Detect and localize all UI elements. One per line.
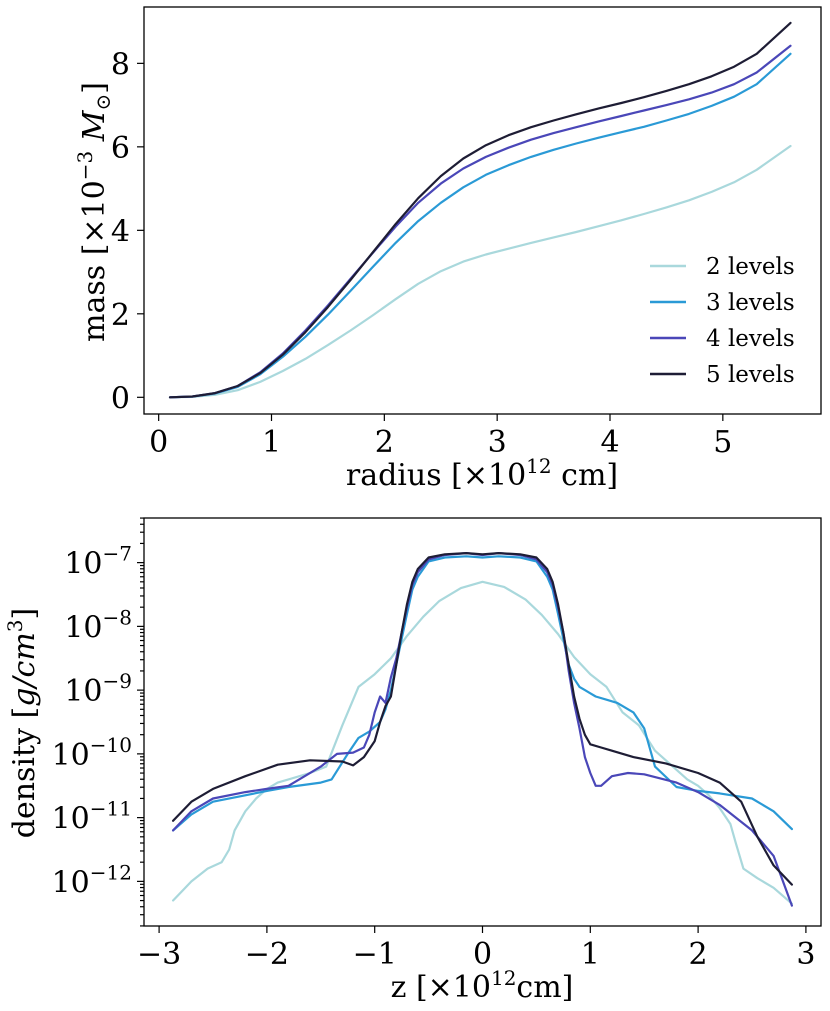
bottom-x-tick-label: 3 (796, 937, 815, 972)
bottom-x-tick-label: −1 (353, 937, 397, 972)
bottom-y-tick-label: 10−7 (64, 542, 132, 582)
bottom-y-tick-label: 10−10 (52, 733, 132, 773)
bottom-x-tick-label: −2 (245, 937, 289, 972)
legend-label-4-levels: 4 levels (706, 326, 795, 352)
bottom-x-tick-label: 1 (581, 937, 600, 972)
legend-label-5-levels: 5 levels (706, 362, 795, 388)
top-series-group (168, 21, 792, 399)
bottom-plot-frame (143, 517, 822, 927)
density-z-panel: −3 −2 −1 0 1 2 3 10−12 10−11 10−10 10−9 10−8 10−7 z … (3, 517, 822, 1005)
top-y-axis-title: mass [×10−3 M⊙] (73, 82, 115, 342)
bottom-x-tick-label: −3 (137, 937, 181, 972)
top-ticks: 0 1 2 3 4 5 0 2 4 6 8 (111, 47, 732, 460)
top-plot-frame (143, 6, 822, 415)
bottom-y-axis-title: density [g/cm3] (3, 608, 42, 839)
bottom-series-4-levels (172, 551, 794, 907)
top-x-axis-title: radius [×1012 cm] (346, 454, 618, 493)
top-x-tick-label: 4 (600, 425, 619, 460)
top-series-5-levels (168, 21, 792, 399)
bottom-x-tick-label: 0 (473, 937, 492, 972)
bottom-y-tick-label: 10−8 (64, 605, 132, 645)
bottom-series-group (172, 551, 794, 907)
top-series-3-levels (168, 52, 792, 399)
bottom-ticks: −3 −2 −1 0 1 2 3 10−12 10−11 10−10 10−9 10−8 10−7 (52, 517, 815, 972)
top-x-tick-label: 5 (713, 425, 732, 460)
bottom-series-5-levels (172, 551, 794, 886)
bottom-x-tick-label: 2 (689, 937, 708, 972)
top-series-2-levels (168, 144, 792, 399)
mass-radius-panel: 0 1 2 3 4 5 0 2 4 6 8 2 levels 3 levels 4 levels 5 le… (73, 6, 822, 493)
bottom-series-2-levels (172, 580, 794, 905)
top-x-tick-label: 1 (262, 425, 281, 460)
top-series-4-levels (168, 44, 792, 399)
bottom-y-tick-label: 10−12 (52, 860, 132, 900)
legend: 2 levels 3 levels 4 levels 5 levels (650, 254, 795, 388)
top-y-tick-label: 0 (111, 381, 130, 416)
top-x-tick-label: 2 (375, 425, 394, 460)
top-y-tick-label: 2 (111, 298, 130, 333)
top-y-tick-label: 4 (111, 214, 130, 249)
top-y-tick-label: 6 (111, 131, 130, 166)
legend-label-2-levels: 2 levels (706, 254, 795, 280)
top-x-tick-label: 3 (488, 425, 507, 460)
bottom-y-tick-label: 10−11 (52, 797, 132, 837)
legend-label-3-levels: 3 levels (706, 290, 795, 316)
bottom-y-tick-label: 10−9 (64, 669, 132, 709)
bottom-x-axis-title: z [×1012cm] (391, 966, 574, 1005)
top-y-tick-label: 8 (111, 47, 130, 82)
top-x-tick-label: 0 (149, 425, 168, 460)
